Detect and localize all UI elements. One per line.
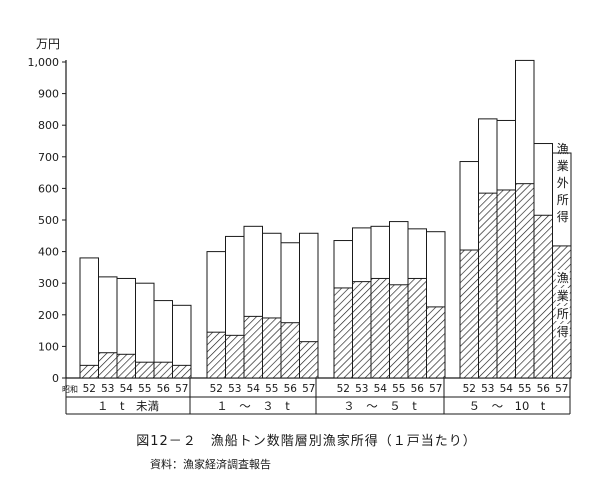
year-label: 55 (138, 383, 151, 395)
year-label: 53 (101, 383, 114, 395)
bar-fishing-income (515, 183, 535, 379)
series-label-fishing-char: 業 (557, 289, 569, 303)
bar-fishing-income (225, 334, 245, 379)
bar-fishing-income (79, 364, 99, 379)
bar-fishing-income (98, 352, 118, 379)
bar-fishing-income (389, 284, 409, 379)
figure-title: 図12－２ 漁船トン数階層別漁家所得（１戸当たり） (136, 434, 477, 449)
bar-fishing-income (478, 192, 498, 379)
category-label: １ t 未満 (97, 399, 159, 413)
y-unit-label: 万円 (36, 37, 60, 51)
series-label-backing (555, 270, 570, 285)
y-tick-label: 1,000 (28, 56, 60, 69)
series-label-non-fishing-char: 業 (557, 159, 569, 173)
series-label-backing (555, 324, 570, 339)
bar-fishing-income (172, 364, 192, 379)
bar-fishing-income (153, 361, 173, 379)
y-tick-label: 600 (38, 182, 59, 195)
bar-fishing-income (262, 317, 282, 379)
year-label: 54 (500, 383, 514, 395)
year-label: 54 (247, 383, 261, 395)
year-label: 57 (555, 383, 568, 395)
series-label-non-fishing-char: 漁 (557, 142, 569, 156)
year-label: 56 (157, 383, 171, 395)
year-label: 55 (392, 383, 405, 395)
series-label-non-fishing-char: 得 (557, 209, 569, 224)
category-label: ３ ～ ５ t (343, 399, 417, 413)
y-tick-label: 700 (38, 151, 59, 164)
bar-fishing-income (299, 341, 319, 379)
series-label-non-fishing-char: 所 (557, 193, 569, 207)
bar-fishing-income (116, 353, 136, 379)
bars (79, 59, 572, 379)
year-label: 54 (120, 383, 134, 395)
series-label-fishing-char: 得 (557, 324, 569, 339)
year-label: 52 (337, 383, 350, 395)
year-label: 56 (537, 383, 551, 395)
year-label: 52 (83, 383, 96, 395)
y-tick-label: 900 (38, 88, 59, 101)
year-label: 57 (429, 383, 442, 395)
year-label: 53 (355, 383, 368, 395)
year-label: 55 (518, 383, 531, 395)
series-label-fishing-char: 所 (557, 307, 569, 321)
year-label: 53 (481, 383, 494, 395)
category-label: ５ ～ 10 t (469, 399, 546, 413)
y-axis: 0 100 200 300 400 500 600 700 800 900 1,000 万円 (28, 37, 570, 385)
labels: 52 53 54 55 56 57 52 53 54 55 56 57 52 53 54 55 56 57 52 53… (62, 142, 571, 415)
y-tick-label: 500 (38, 214, 59, 227)
y-tick-label: 400 (38, 246, 59, 259)
y-tick-label: 300 (38, 277, 59, 290)
bar-fishing-income (496, 189, 516, 379)
bar-fishing-income (206, 331, 226, 379)
bar-fishing-income (370, 277, 390, 379)
bar-fishing-income (533, 214, 553, 379)
year-label: 52 (463, 383, 476, 395)
bar-fishing-income (407, 277, 427, 379)
bar-fishing-income (459, 249, 479, 379)
year-label: 53 (228, 383, 241, 395)
bar-fishing-income (135, 361, 155, 379)
series-label-backing (555, 306, 570, 321)
series-label-backing (555, 288, 570, 303)
year-label: 54 (374, 383, 388, 395)
bar-fishing-income (352, 281, 372, 379)
category-label: １ ～ ３ t (216, 399, 290, 413)
y-tick-label: 100 (38, 340, 59, 353)
bar-fishing-income (243, 315, 263, 379)
series-label-non-fishing-char: 外 (557, 176, 569, 190)
bar-non-fishing-income (79, 257, 99, 379)
series-label-fishing-char: 漁 (557, 271, 569, 285)
year-label: 56 (411, 383, 425, 395)
year-label: 56 (284, 383, 298, 395)
bar-fishing-income (333, 287, 353, 379)
y-tick-label: 800 (38, 119, 59, 132)
year-label: 55 (265, 383, 278, 395)
year-label: 52 (210, 383, 223, 395)
year-label: 57 (302, 383, 315, 395)
era-label: 昭和 (62, 385, 78, 394)
figure-source: 資料：漁家経済調査報告 (150, 458, 271, 471)
y-tick-label: 200 (38, 309, 59, 322)
y-tick-label: 0 (52, 372, 59, 385)
year-label: 57 (175, 383, 188, 395)
bar-fishing-income (426, 306, 446, 379)
bar-fishing-income (280, 322, 300, 379)
